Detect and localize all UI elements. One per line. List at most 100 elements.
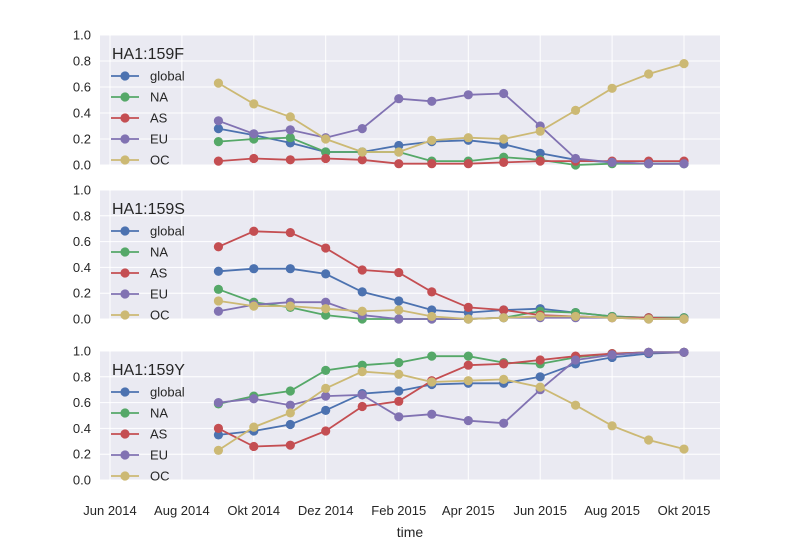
y-tick-label: 0.4 [73,260,91,275]
data-point-OC [570,311,581,322]
data-point-OC [463,133,473,143]
series-line-EU [218,351,684,425]
data-point-OC [535,311,545,322]
data-point-EU [285,400,295,410]
series-line-OC [217,370,685,452]
legend-marker-global [120,71,130,81]
data-point-EU [213,306,224,316]
data-point-EU [321,391,331,401]
data-point-AS [357,155,367,165]
y-tick-label: 0.2 [73,286,91,301]
data-point-EU [427,409,437,419]
data-point-AS [285,227,295,238]
y-tick-label: 0.2 [73,132,91,147]
data-point-OC [570,105,581,115]
data-point-global [535,148,545,158]
data-point-AS [249,226,259,236]
data-point-NA [394,358,404,368]
data-point-NA [285,386,295,396]
data-point-AS [394,396,404,406]
legend-marker-OC [120,155,130,165]
x-tick-label: Jun 2014 [83,503,137,518]
data-point-OC [249,422,259,432]
data-point-OC [357,367,367,377]
legend-label-AS: AS [150,427,168,442]
panel-title: HA1:159Y [112,362,185,379]
data-point-NA [321,147,331,157]
data-point-OC [427,135,437,145]
data-point-global [321,269,331,279]
data-point-OC [644,314,654,324]
data-point-AS [321,153,331,164]
data-point-OC [357,147,367,157]
data-point-EU [607,157,617,167]
data-point-NA [321,310,331,320]
data-point-AS [535,156,545,166]
data-point-EU [427,96,437,106]
legend-label-global: global [150,224,185,239]
data-point-AS [213,156,224,166]
data-point-OC [321,134,331,144]
data-point-OC [607,83,617,93]
data-point-global [535,372,545,382]
data-point-OC [249,99,259,109]
data-point-EU [394,412,404,422]
data-point-EU [679,347,689,357]
data-point-AS [463,302,473,312]
data-point-OC [213,445,224,455]
data-point-NA [463,351,473,361]
data-point-OC [285,408,295,418]
data-point-global [357,287,367,297]
data-point-NA [427,351,437,361]
series-line-NA [218,136,684,166]
data-point-AS [249,153,259,164]
data-point-EU [644,159,654,169]
data-point-AS [499,359,509,369]
legend-marker-global [120,387,130,397]
data-point-EU [394,314,404,324]
x-tick-label: Jun 2015 [513,503,567,518]
data-point-OC [285,112,295,122]
y-tick-label: 0.4 [73,106,91,121]
data-point-AS [394,159,404,169]
x-tick-label: Apr 2015 [442,503,495,518]
data-point-global [394,296,404,306]
legend-marker-NA [120,92,130,102]
data-point-OC [427,311,437,322]
data-point-AS [285,155,295,165]
data-point-AS [249,441,259,452]
series-line-OC [217,62,685,153]
data-point-EU [463,416,473,426]
data-point-global [321,405,331,415]
y-tick-label: 0.6 [73,80,91,95]
data-point-global [285,264,295,274]
data-point-global [213,124,224,134]
legend-marker-AS [120,268,130,278]
data-point-AS [357,265,367,275]
data-point-EU [213,116,224,126]
data-point-EU [499,88,509,99]
data-point-AS [285,440,295,450]
data-point-OC [357,306,367,316]
legend-label-OC: OC [150,308,170,323]
data-point-AS [427,287,437,297]
data-point-global [213,266,224,276]
data-point-OC [535,382,545,392]
data-point-OC [321,383,331,394]
data-point-NA [213,137,224,147]
legend-label-global: global [150,69,185,84]
data-point-OC [321,304,331,314]
data-point-global [394,386,404,396]
plot-area-2 [100,190,720,319]
legend-marker-OC [120,471,130,481]
y-tick-label: 0.4 [73,421,91,436]
x-tick-label: Okt 2014 [227,503,280,518]
x-tick-label: Okt 2015 [658,503,711,518]
legend-marker-EU [120,450,130,460]
data-point-OC [213,78,224,88]
data-point-OC [644,69,654,79]
data-point-global [427,305,437,315]
data-point-OC [499,313,509,323]
series-line-global [218,351,685,436]
data-point-OC [644,435,654,445]
